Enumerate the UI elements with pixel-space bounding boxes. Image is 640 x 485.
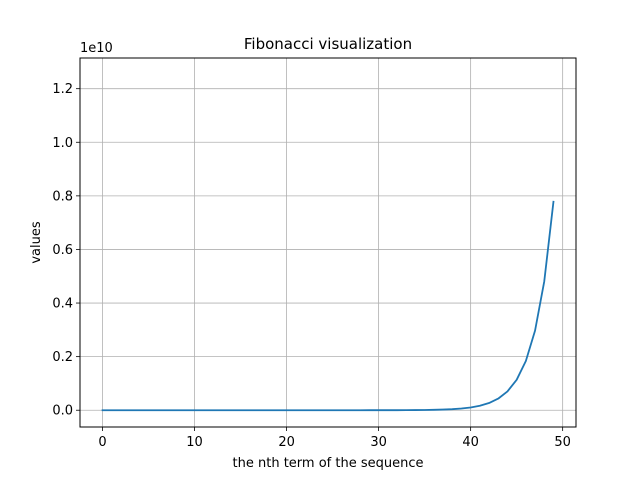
grid-lines [80,58,576,427]
x-tick-label: 40 [462,435,479,450]
plot-area-frame [79,57,577,428]
plot-lines [101,200,555,412]
x-axis-label: the nth term of the sequence [233,456,424,471]
x-tick-label: 10 [186,435,203,450]
axis-ticks: 0 10 20 30 40 50 0.0 0.2 0.4 0.6 0.8 1.0 1.2 [52,82,571,450]
y-tick-label: 0.6 [52,243,73,258]
y-tick-label: 1.0 [52,136,73,151]
y-tick-label: 0.2 [52,350,73,365]
y-tick-label: 0.8 [52,189,73,204]
x-tick-label: 30 [370,435,387,450]
y-axis-offset-label: 1e10 [80,41,113,56]
x-tick-label: 20 [278,435,295,450]
y-tick-label: 1.2 [52,82,73,97]
x-tick-label: 50 [554,435,571,450]
series-line [101,200,555,412]
x-tick-label: 0 [98,435,106,450]
y-tick-label: 0.4 [52,297,73,312]
y-tick-label: 0.0 [52,404,73,419]
y-axis-label: values [29,221,44,264]
chart-title: Fibonacci visualization [244,35,412,53]
